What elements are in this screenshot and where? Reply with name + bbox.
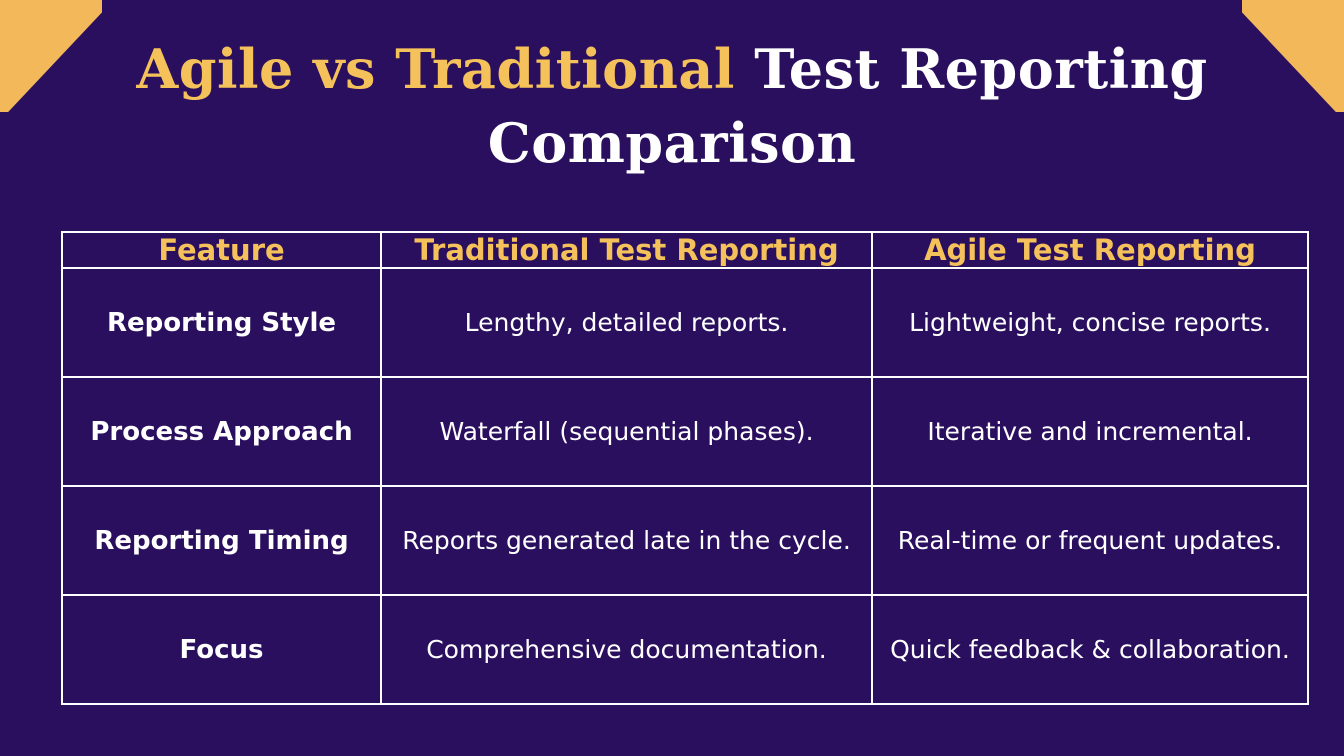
row-traditional: Lengthy, detailed reports. — [380, 267, 873, 378]
row-agile: Iterative and incremental. — [871, 376, 1309, 487]
row-traditional: Waterfall (sequential phases). — [380, 376, 873, 487]
table-row: Reporting Timing Reports generated late … — [61, 485, 1309, 596]
row-agile: Quick feedback & collaboration. — [871, 594, 1309, 705]
page-title: Agile vs Traditional Test Reporting Comp… — [0, 32, 1344, 180]
header-feature: Feature — [61, 231, 382, 269]
row-feature: Reporting Style — [61, 267, 382, 378]
row-traditional: Reports generated late in the cycle. — [380, 485, 873, 596]
row-traditional: Comprehensive documentation. — [380, 594, 873, 705]
title-rest: Test Reporting — [754, 37, 1208, 101]
table-row: Process Approach Waterfall (sequential p… — [61, 376, 1309, 487]
title-line-2: Comparison — [487, 111, 857, 175]
table-header-row: Feature Traditional Test Reporting Agile… — [61, 231, 1309, 269]
title-accent: Agile vs Traditional — [136, 37, 735, 101]
header-agile: Agile Test Reporting — [871, 231, 1309, 269]
row-agile: Lightweight, concise reports. — [871, 267, 1309, 378]
row-feature: Process Approach — [61, 376, 382, 487]
header-traditional: Traditional Test Reporting — [380, 231, 873, 269]
table-row: Focus Comprehensive documentation. Quick… — [61, 594, 1309, 705]
row-feature: Reporting Timing — [61, 485, 382, 596]
row-agile: Real-time or frequent updates. — [871, 485, 1309, 596]
comparison-table: Feature Traditional Test Reporting Agile… — [61, 231, 1309, 705]
table-row: Reporting Style Lengthy, detailed report… — [61, 267, 1309, 378]
row-feature: Focus — [61, 594, 382, 705]
